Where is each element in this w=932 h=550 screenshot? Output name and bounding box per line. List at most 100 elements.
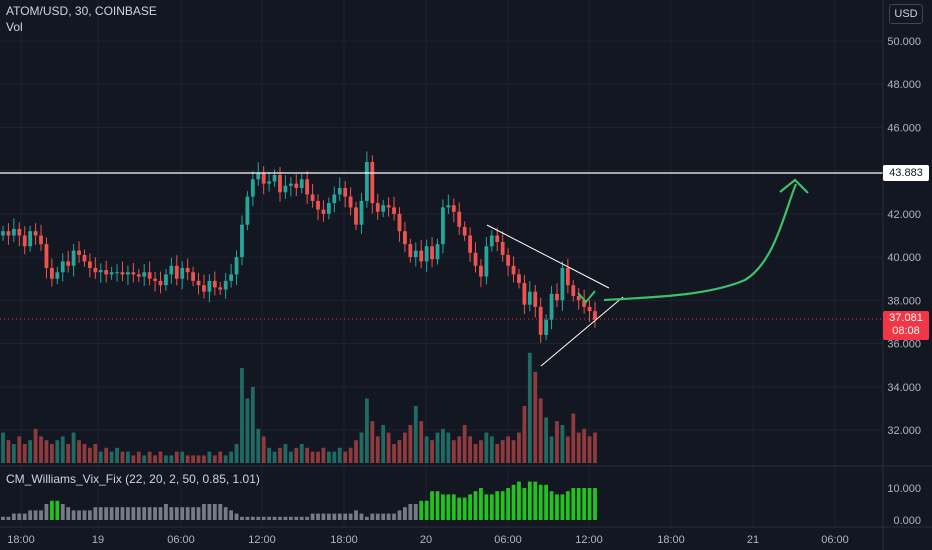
vix-bar — [93, 507, 98, 520]
volume-bar — [468, 436, 472, 463]
volume-bar — [71, 432, 76, 463]
volume-bar — [39, 436, 43, 463]
vix-bar — [348, 513, 353, 520]
volume-bar — [60, 436, 65, 463]
volume-bar — [462, 425, 467, 463]
volume-bar — [229, 451, 234, 463]
volume-bar — [332, 451, 337, 463]
projection-arrowhead — [779, 178, 809, 194]
vix-bar — [218, 504, 223, 520]
volume-bar — [11, 444, 16, 463]
candle-body — [479, 265, 483, 277]
candle-body — [468, 235, 472, 253]
volume-bar — [413, 406, 418, 463]
volume-bar — [294, 447, 299, 463]
vix-bar — [511, 484, 516, 520]
volume-bar — [397, 440, 402, 463]
time-tick-label: 18:00 — [7, 534, 35, 546]
currency-button[interactable]: USD — [889, 4, 923, 24]
candle-body — [104, 270, 109, 275]
price-tick-label: 34.000 — [887, 382, 921, 394]
vix-bar — [28, 510, 33, 520]
vix-bar — [408, 504, 413, 520]
vix-bar — [158, 507, 163, 520]
volume-bar — [261, 436, 266, 463]
vix-bar — [430, 491, 434, 520]
candle-body — [39, 235, 43, 245]
candle-body — [533, 291, 538, 307]
candle-body — [33, 231, 38, 236]
volume-bar — [93, 444, 98, 463]
candle-body — [142, 272, 147, 277]
volume-bar — [256, 428, 261, 463]
vix-bar — [582, 488, 587, 520]
price-tick-label: 50.000 — [887, 36, 921, 48]
candle-body — [565, 267, 570, 286]
candle-body — [294, 183, 299, 188]
vix-bar — [544, 484, 549, 520]
vix-bar — [17, 513, 22, 520]
price-tick-label: 40.000 — [887, 252, 921, 264]
candle-body — [435, 244, 440, 260]
volume-bar — [153, 455, 157, 463]
vix-bar — [522, 488, 527, 520]
candle-body — [245, 196, 250, 225]
vix-bar — [473, 491, 478, 520]
volume-bar — [305, 447, 310, 463]
volume-bar — [104, 447, 109, 463]
vix-bar — [131, 507, 136, 520]
triangle-upper-trendline[interactable] — [486, 224, 610, 289]
candle-body — [87, 261, 92, 268]
volume-bar — [120, 451, 125, 463]
candle-body — [446, 205, 451, 208]
candle-body — [593, 311, 597, 320]
price-axis[interactable]: 50.00048.00046.00044.00042.00040.00038.0… — [887, 36, 921, 437]
vix-bar — [370, 513, 375, 520]
current-price-value: 37.081 — [889, 312, 923, 324]
volume-bar — [403, 432, 407, 463]
time-axis[interactable]: 18:00 19 06:00 12:00 18:00 20 06:00 12:00 18:00 2… — [7, 534, 849, 546]
volume-bar — [571, 413, 576, 463]
volume-bar — [582, 428, 587, 463]
volume-bar — [17, 436, 22, 463]
volume-bar — [272, 451, 277, 463]
candle-body — [527, 291, 532, 305]
volume-bar — [33, 428, 38, 463]
vix-bar — [424, 500, 429, 520]
candle-body — [305, 179, 310, 195]
vix-bar — [337, 513, 342, 520]
volume-bar — [196, 455, 201, 463]
vix-bar — [549, 491, 554, 520]
volume-bar — [283, 444, 288, 463]
vix-bar — [196, 507, 201, 520]
volume-bar — [527, 352, 532, 463]
volume-bar — [1, 432, 5, 463]
vix-bar — [169, 507, 174, 520]
candle-body — [549, 293, 554, 320]
vix-bar — [115, 507, 119, 520]
volume-bar — [169, 455, 174, 463]
vix-bar — [419, 500, 424, 520]
triangle-lower-trendline[interactable] — [540, 296, 624, 367]
volume-bar — [180, 451, 185, 463]
vix-bar — [517, 481, 521, 520]
volume-bar — [457, 436, 462, 463]
vix-bar — [202, 504, 206, 520]
vix-bar — [153, 507, 157, 520]
volume-bar — [576, 432, 581, 463]
vix-bar — [354, 510, 358, 520]
volume-bar — [109, 451, 114, 463]
bullish-arrow-stroke[interactable] — [577, 290, 596, 304]
vix-bar — [506, 488, 511, 520]
candle-body — [131, 272, 136, 275]
candle-body — [278, 174, 282, 193]
vix-bar — [288, 516, 293, 520]
vix-bar — [457, 497, 462, 520]
indicator-label[interactable]: CM_Williams_Vix_Fix (22, 20, 2, 50, 0.85… — [6, 472, 260, 486]
volume-bar — [408, 425, 413, 463]
volume-bar — [370, 421, 375, 463]
vix-bar — [593, 488, 597, 520]
projection-curve[interactable] — [603, 183, 798, 302]
volume-bar — [218, 451, 223, 463]
